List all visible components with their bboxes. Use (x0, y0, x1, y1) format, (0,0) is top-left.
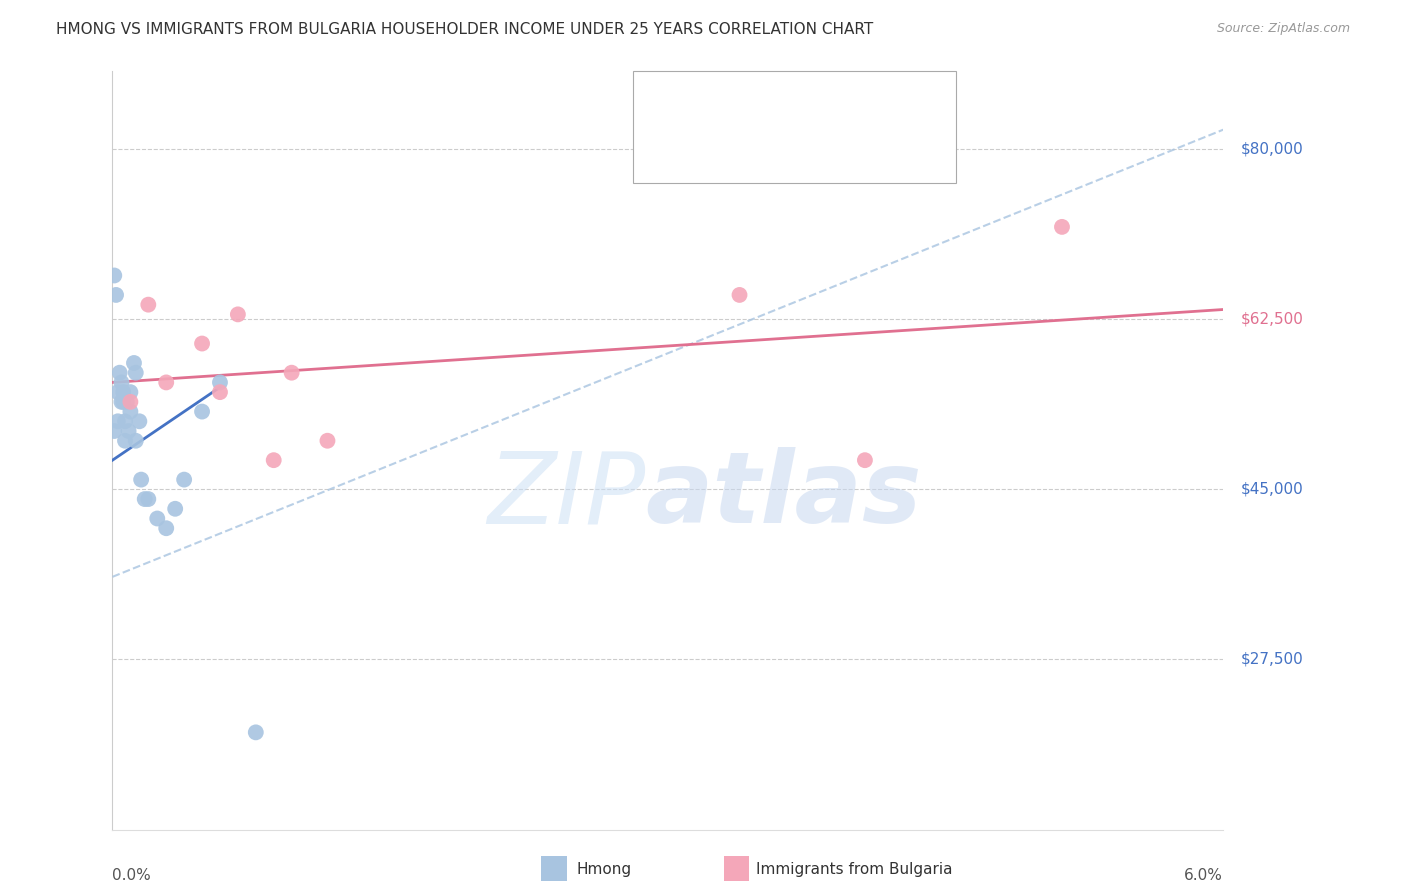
Point (728, 288, 751, 302)
Point (146, 511, 169, 525)
Point (125, 366, 148, 380)
Point (120, 395, 142, 409)
Text: $80,000: $80,000 (1241, 142, 1303, 157)
Text: ZIP: ZIP (488, 448, 645, 544)
Text: 0.0%: 0.0% (112, 869, 152, 883)
Point (208, 385, 231, 400)
Text: $27,500: $27,500 (1241, 652, 1303, 667)
Text: N =: N = (801, 147, 835, 162)
Point (108, 366, 131, 380)
Text: HMONG VS IMMIGRANTS FROM BULGARIA HOUSEHOLDER INCOME UNDER 25 YEARS CORRELATION : HMONG VS IMMIGRANTS FROM BULGARIA HOUSEH… (56, 22, 873, 37)
Text: Hmong: Hmong (576, 863, 631, 877)
Point (122, 356, 145, 370)
Text: 0.200: 0.200 (735, 145, 787, 163)
Text: $62,500: $62,500 (1241, 311, 1303, 326)
Point (245, 725, 267, 739)
Text: atlas: atlas (645, 448, 922, 544)
Text: 13: 13 (848, 145, 870, 163)
Point (128, 414, 150, 428)
Text: Immigrants from Bulgaria: Immigrants from Bulgaria (756, 863, 953, 877)
Point (191, 336, 214, 351)
Point (136, 491, 159, 506)
Point (134, 491, 156, 506)
Point (110, 376, 132, 390)
Point (114, 414, 136, 428)
Point (263, 453, 285, 467)
Point (114, 434, 136, 448)
Point (129, 473, 152, 487)
Point (103, 424, 125, 438)
Point (136, 298, 159, 312)
Point (173, 473, 195, 487)
Point (110, 395, 132, 409)
Text: Source: ZipAtlas.com: Source: ZipAtlas.com (1216, 22, 1350, 36)
Point (115, 395, 138, 409)
Text: 6.0%: 6.0% (1184, 869, 1223, 883)
Text: R =: R = (686, 99, 720, 114)
Point (165, 501, 187, 516)
Point (125, 434, 148, 448)
Point (117, 424, 139, 438)
Text: 30: 30 (848, 97, 870, 115)
Text: 0.132: 0.132 (735, 97, 787, 115)
Text: $45,000: $45,000 (1241, 482, 1303, 497)
Point (155, 521, 177, 535)
Text: N =: N = (801, 99, 835, 114)
Point (105, 288, 128, 302)
Point (1050, 219, 1073, 234)
Point (853, 453, 876, 467)
Point (155, 376, 177, 390)
Point (107, 385, 129, 400)
Point (112, 395, 135, 409)
Point (120, 404, 142, 418)
Point (208, 376, 231, 390)
Point (226, 307, 249, 321)
Point (280, 366, 302, 380)
Point (316, 434, 339, 448)
Point (120, 385, 142, 400)
Point (191, 404, 214, 418)
Point (103, 268, 125, 283)
Text: R =: R = (686, 147, 720, 162)
Point (107, 414, 129, 428)
Point (112, 385, 135, 400)
